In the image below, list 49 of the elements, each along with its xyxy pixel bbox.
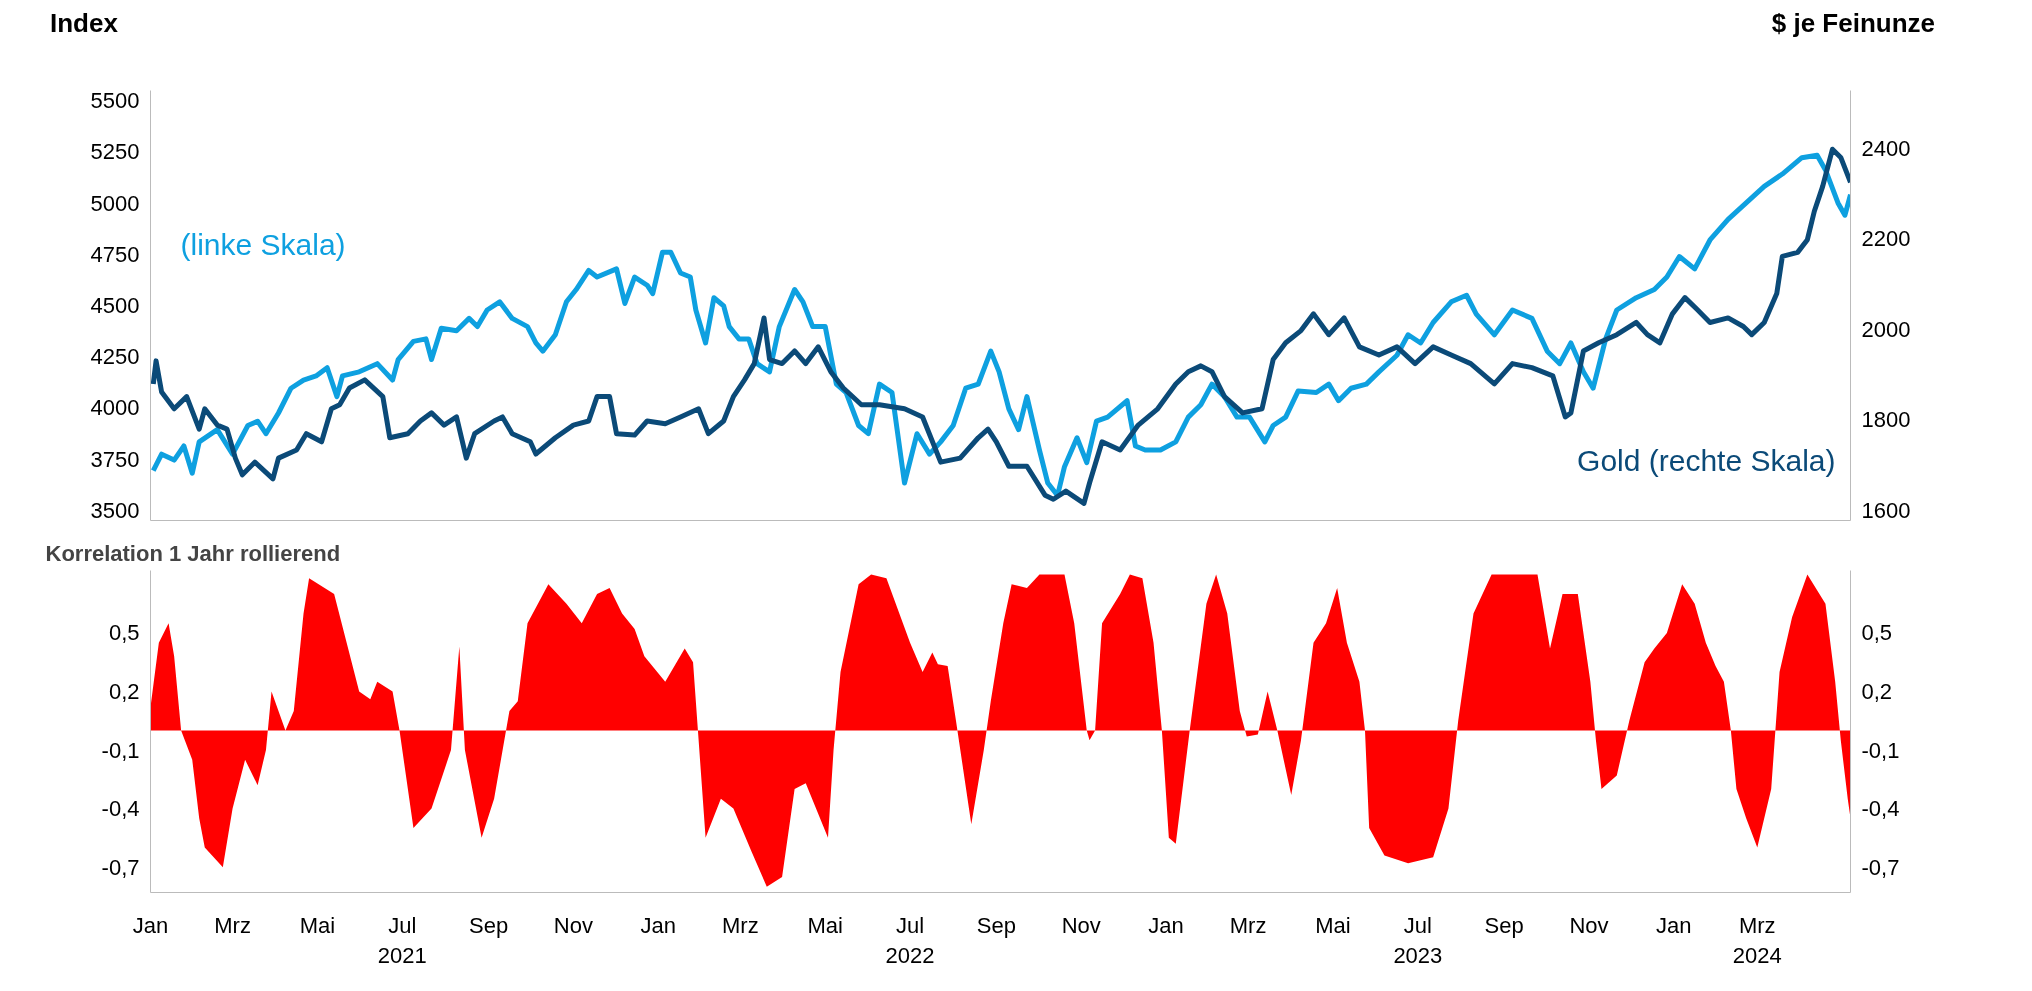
x-tick-label: Mai xyxy=(1315,912,1351,938)
y-tick-label: 5000 xyxy=(90,190,140,216)
x-tick-label: Jan xyxy=(1656,912,1692,938)
x-tick-label: Jan xyxy=(1148,912,1184,938)
x-tick-label: Jul 2023 xyxy=(1393,912,1443,968)
chart-title: Korrelation 1 Jahr rollierend xyxy=(45,540,341,566)
y2-tick-label: 1600 xyxy=(1861,497,1911,523)
y-tick-label: 4750 xyxy=(90,241,140,267)
y-tick-label: -0,4 xyxy=(101,796,140,822)
y-tick-label: 4250 xyxy=(90,344,140,370)
y2-tick-label: -0,7 xyxy=(1861,854,1900,880)
y-tick-label: 0,5 xyxy=(108,620,140,646)
series-label: Gold (rechte Skala) xyxy=(1577,444,1836,478)
y2-tick-label: 0,2 xyxy=(1861,678,1893,704)
x-tick-label: Sep xyxy=(468,912,509,938)
x-tick-label: Mrz xyxy=(214,912,251,938)
x-tick-label: Nov xyxy=(1061,912,1101,938)
y2-tick-label: -0,4 xyxy=(1861,796,1900,822)
x-tick-label: Nov xyxy=(1569,912,1609,938)
y-axis-title: Index xyxy=(50,7,118,40)
y-tick-label: 3750 xyxy=(90,446,140,472)
x-tick-label: Jul 2021 xyxy=(377,912,427,968)
x-tick-label: Mai xyxy=(299,912,336,938)
y-tick-label: 0,2 xyxy=(108,678,140,704)
y2-tick-label: 1800 xyxy=(1861,407,1911,433)
x-tick-label: Mrz 2024 xyxy=(1732,912,1782,968)
x-tick-label: Mai xyxy=(807,912,843,938)
x-tick-label: Jan xyxy=(132,912,169,938)
y2-tick-label: 2400 xyxy=(1861,135,1911,161)
y-tick-label: 4000 xyxy=(90,395,140,421)
y-tick-label: 5250 xyxy=(90,139,140,165)
x-tick-label: Sep xyxy=(976,912,1016,938)
y-tick-label: 3500 xyxy=(90,497,140,523)
x-tick-label: Nov xyxy=(553,912,593,938)
y2-axis-title: $ je Feinunze xyxy=(1771,7,1935,40)
y-tick-label: -0,7 xyxy=(101,854,140,880)
text: (linke Skala) xyxy=(180,228,346,262)
x-tick-label: Mrz xyxy=(1229,912,1267,938)
y2-tick-label: 0,5 xyxy=(1861,620,1893,646)
y-tick-label: -0,1 xyxy=(101,737,140,763)
x-tick-label: Mrz xyxy=(722,912,759,938)
y-tick-label: 4500 xyxy=(90,293,140,318)
y-tick-label: 5500 xyxy=(90,88,140,114)
y2-tick-label: -0,1 xyxy=(1861,737,1900,763)
x-tick-label: Jan xyxy=(640,912,677,938)
x-tick-label: Jul 2022 xyxy=(885,912,935,968)
x-tick-label: Sep xyxy=(1484,912,1524,938)
y2-tick-label: 2200 xyxy=(1861,226,1911,252)
y2-tick-label: 2000 xyxy=(1861,316,1911,342)
